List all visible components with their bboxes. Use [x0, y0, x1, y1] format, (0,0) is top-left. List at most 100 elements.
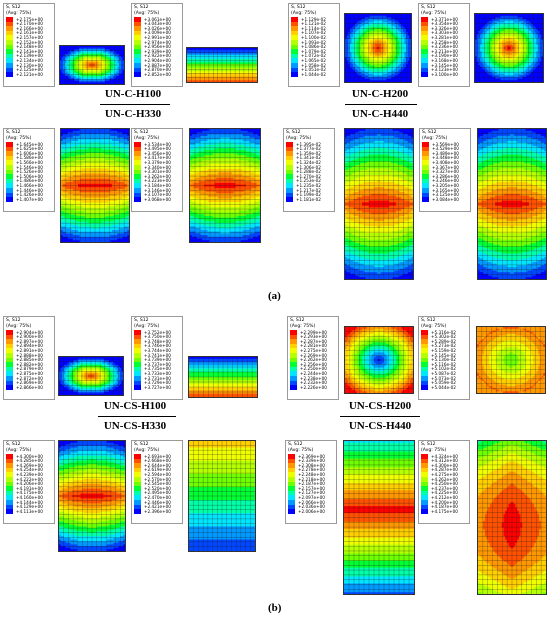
- legend-entry: +4.187e+00: [421, 504, 467, 509]
- legend-value: +3.367e+00: [432, 165, 459, 170]
- legend-entry: +2.872e+00: [6, 376, 52, 381]
- legend-color-swatch: [422, 197, 429, 202]
- legend-color-swatch: [6, 357, 13, 363]
- legend-color-swatch: [286, 164, 293, 170]
- legend-color-swatch: [421, 343, 428, 349]
- legend-color-swatch: [6, 62, 13, 68]
- legend-color-swatch: [288, 490, 295, 496]
- legend-value: +2.287e+00: [300, 339, 327, 344]
- legend-value: +1.359e-02: [296, 151, 321, 156]
- legend-entry: +1.426e+00: [6, 192, 52, 197]
- separator-line: [98, 416, 176, 417]
- legend-value: +2.143e+00: [16, 49, 43, 54]
- legend-entry: +3.107e+00: [134, 192, 180, 197]
- legend-color-swatch: [6, 476, 13, 482]
- legend-color-swatch: [291, 49, 298, 54]
- contour-plot-un-cs-h100-b: [188, 356, 258, 398]
- legend-entry: +3.534e+00: [134, 142, 180, 147]
- legend-value: +2.545e+00: [144, 481, 171, 486]
- legend-value: +3.746e+00: [144, 343, 171, 348]
- legend-b6: S, S12 (Avg: 75%) +2.693e+00 +2.668e+00 +2.6…: [131, 440, 183, 524]
- legend-entry: +2.218e+00: [288, 477, 334, 482]
- title-un-c-h100: UN-C-H100: [53, 88, 213, 100]
- legend-color-swatch: [134, 151, 141, 156]
- contour-plot-un-c-h440-a: [344, 128, 414, 280]
- legend-entry: +2.866e+00: [6, 385, 52, 390]
- legend-color-swatch: [288, 467, 295, 473]
- legend-entry: +1.407e+00: [6, 197, 52, 202]
- legend-variable: S, S12: [421, 318, 467, 323]
- legend-value: +4.287e+00: [431, 467, 458, 472]
- legend-color-swatch: [421, 472, 428, 477]
- legend-color-swatch: [291, 30, 298, 36]
- legend-color-swatch: [288, 481, 295, 487]
- legend-color-swatch: [6, 504, 13, 510]
- legend-averaging: (Avg: 75%): [290, 324, 336, 329]
- legend-entry: +3.417e+00: [134, 155, 180, 161]
- contour-plot-un-cs-h200-b: [476, 326, 546, 394]
- legend-value: +3.009e+00: [144, 30, 171, 35]
- legend-entry: +2.256e+00: [290, 362, 336, 367]
- legend-averaging: (Avg: 75%): [421, 324, 467, 329]
- legend-color-swatch: [6, 17, 13, 22]
- legend-averaging: (Avg: 75%): [6, 136, 52, 141]
- legend-variable: S, S12: [6, 5, 52, 10]
- legend-a3: S, S12 (Avg: 75%) +1.129e-02 +1.121e-02 +1.1…: [288, 3, 340, 87]
- legend-color-swatch: [421, 486, 428, 491]
- legend-color-swatch: [134, 17, 141, 22]
- legend-value: +2.693e+00: [144, 454, 171, 459]
- legend-color-swatch: [134, 155, 141, 161]
- legend-b4: S, S12 (Avg: 75%) +5.316e-02 +5.302e-02 +5.2…: [418, 316, 470, 400]
- legend-value: +1.466e+00: [16, 183, 43, 188]
- contour-svg: [187, 48, 258, 83]
- legend-color-swatch: [288, 454, 295, 459]
- legend-averaging: (Avg: 75%): [134, 324, 180, 329]
- legend-variable: S, S12: [6, 318, 52, 323]
- legend-color-swatch: [6, 35, 13, 40]
- legend-color-swatch: [421, 53, 428, 59]
- legend-value: +1.086e-02: [301, 44, 326, 49]
- legend-value: +4.269e+00: [16, 463, 43, 468]
- legend-value: +3.417e+00: [144, 155, 171, 160]
- legend-entry: +2.922e+00: [134, 53, 180, 58]
- legend-entry: +4.237e+00: [421, 486, 467, 491]
- legend-color-swatch: [134, 504, 141, 510]
- legend-value: +4.300e+00: [16, 454, 43, 459]
- legend-value: +2.852e+00: [144, 72, 171, 77]
- legend-color-swatch: [422, 178, 429, 184]
- legend-value: +5.044e-02: [431, 385, 456, 390]
- legend-entry: +2.139e+00: [6, 53, 52, 58]
- legend-entry: +3.748e+00: [134, 339, 180, 344]
- legend-value: +1.217e-02: [296, 188, 321, 193]
- legend-value: +2.250e+00: [300, 366, 327, 371]
- legend-averaging: (Avg: 75%): [286, 136, 332, 141]
- legend-color-swatch: [6, 72, 13, 77]
- legend-color-swatch: [421, 334, 428, 340]
- legend-entry: +4.206e+00: [6, 481, 52, 486]
- legend-value: +3.236e+00: [431, 44, 458, 49]
- legend-entry: +4.312e+00: [421, 458, 467, 463]
- legend-value: +1.341e-02: [296, 155, 321, 160]
- legend-value: +1.121e-02: [301, 21, 326, 26]
- legend-color-swatch: [288, 472, 295, 477]
- legend-entry: +1.044e-02: [291, 72, 337, 77]
- legend-entry: +2.262e+00: [290, 357, 336, 363]
- legend-entry: +1.093e-02: [291, 40, 337, 45]
- legend-entry: +2.097e+00: [288, 495, 334, 500]
- legend-color-swatch: [6, 187, 13, 193]
- legend-value: +4.144e+00: [16, 500, 43, 505]
- legend-value: +2.570e+00: [144, 477, 171, 482]
- legend-color-swatch: [134, 380, 141, 386]
- legend-entry: +3.061e+00: [134, 17, 180, 22]
- legend-entry: +1.586e+00: [6, 155, 52, 160]
- legend-value: +2.904e+00: [144, 58, 171, 63]
- legend-value: +2.281e+00: [300, 343, 327, 348]
- legend-value: +2.882e+00: [16, 362, 43, 367]
- legend-color-swatch: [290, 357, 297, 363]
- legend-color-swatch: [6, 169, 13, 175]
- legend-value: +3.569e+00: [432, 142, 459, 147]
- legend-entry: +1.058e-02: [291, 63, 337, 68]
- legend-entry: +1.129e-02: [291, 17, 337, 22]
- legend-entry: +1.566e+00: [6, 160, 52, 165]
- legend-color-swatch: [286, 160, 293, 165]
